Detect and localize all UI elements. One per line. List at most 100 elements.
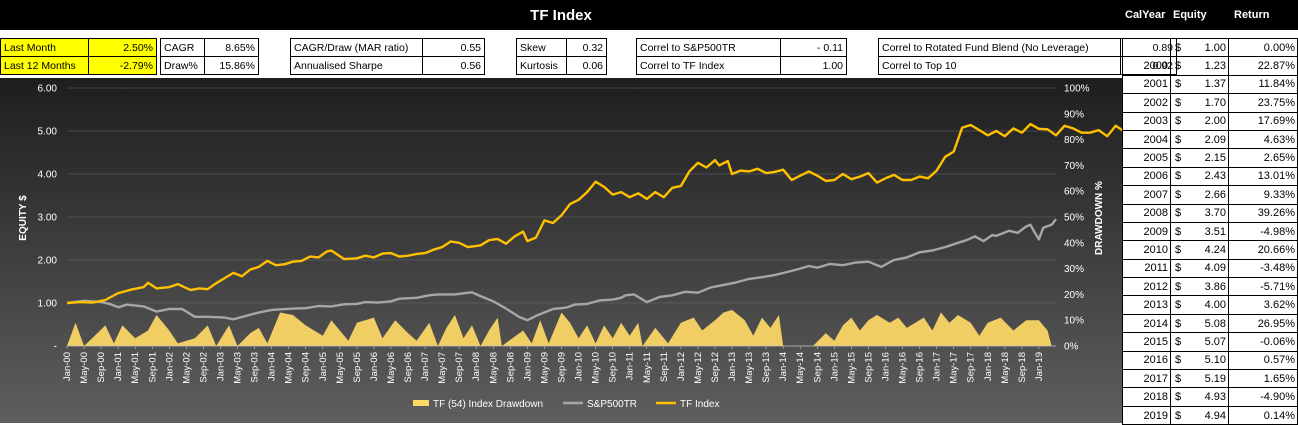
x-tick-label: Jan-14 — [778, 352, 789, 381]
return-cell: 3.62% — [1228, 295, 1298, 315]
yearly-row: 2004 $2.09 4.63% — [1122, 129, 1298, 150]
x-tick-label: Sep-03 — [250, 352, 261, 383]
currency-cell: $ — [1170, 332, 1181, 352]
x-tick-label: Sep-10 — [608, 352, 619, 383]
yearly-row: 2010 $4.24 20.66% — [1122, 240, 1298, 260]
equity-cell: 5.08 — [1180, 313, 1229, 334]
currency-cell: $ — [1170, 148, 1181, 168]
currency-cell: $ — [1170, 37, 1181, 58]
y2-tick-label: 80% — [1064, 135, 1084, 146]
x-tick-label: Sep-05 — [352, 352, 363, 383]
y2-tick-label: 40% — [1064, 238, 1084, 249]
x-tick-label: Sep-00 — [96, 352, 107, 383]
stat-label: CAGR/Draw (MAR ratio) — [290, 38, 423, 57]
legend-label-tf-index: TF Index — [680, 399, 719, 410]
year-cell: 2019 — [1122, 405, 1171, 425]
x-tick-label: May-14 — [795, 352, 806, 384]
stat-value: 8.65% — [204, 38, 259, 57]
x-tick-label: May-18 — [1000, 352, 1011, 384]
yearly-row: 2009 $3.51 -4.98% — [1122, 221, 1298, 242]
x-tick-label: May-03 — [233, 352, 244, 384]
y2-tick-label: 90% — [1064, 109, 1084, 120]
stat-label: Last Month — [0, 38, 89, 57]
y-tick-label: 2.00 — [38, 256, 58, 267]
x-tick-label: Jan-10 — [574, 352, 585, 381]
yearly-row: 2000 $1.23 22.87% — [1122, 56, 1298, 76]
x-tick-label: May-17 — [949, 352, 960, 384]
x-tick-label: Jan-00 — [62, 352, 73, 381]
equity-drawdown-chart: - 1.00 2.00 3.00 4.00 5.00 6.00 0% 10% 20% 30% 40% 5… — [0, 78, 1122, 423]
stat-value: 0.56 — [422, 56, 485, 75]
yearly-panel: CalYear Equity Return $1.00 0.00% 2000 $1.2… — [1122, 0, 1298, 425]
x-tick-label: May-15 — [846, 352, 857, 384]
x-tick-label: Jan-16 — [880, 352, 891, 381]
y-tick-label: - — [54, 342, 57, 353]
header-calyear: CalYear — [1125, 9, 1166, 21]
currency-cell: $ — [1170, 129, 1181, 150]
legend-label-drawdown: TF (54) Index Drawdown — [433, 399, 543, 410]
x-tick-label: Jan-06 — [369, 352, 380, 381]
currency-cell: $ — [1170, 185, 1181, 205]
equity-cell: 5.10 — [1180, 350, 1229, 371]
return-cell: -3.48% — [1228, 258, 1298, 279]
yearly-row: 2018 $4.93 -4.90% — [1122, 387, 1298, 407]
stat-value: 15.86% — [204, 56, 259, 75]
y-tick-label: 4.00 — [38, 170, 58, 181]
return-cell: -4.98% — [1228, 221, 1298, 242]
y2-tick-label: 50% — [1064, 213, 1084, 224]
equity-cell: 2.09 — [1180, 129, 1229, 150]
return-cell: 17.69% — [1228, 111, 1298, 131]
yearly-row: 2019 $4.94 0.14% — [1122, 405, 1298, 425]
year-cell: 2016 — [1122, 350, 1171, 371]
x-tick-label: Sep-15 — [863, 352, 874, 383]
stat-label: Skew — [516, 38, 567, 57]
stat-label: Correl to Top 10 — [878, 56, 1121, 75]
x-tick-label: Jan-17 — [932, 352, 943, 381]
yearly-row: 2007 $2.66 9.33% — [1122, 185, 1298, 205]
stats-row-1: Last Month 2.50% CAGR 8.65% CAGR/Draw (M… — [0, 38, 1177, 57]
x-tick-label: Sep-07 — [454, 352, 465, 383]
stat-label: Last 12 Months — [0, 56, 89, 75]
stat-value: 2.50% — [88, 38, 157, 57]
equity-cell: 1.70 — [1180, 93, 1229, 113]
stat-value: -2.79% — [88, 56, 157, 75]
y2-tick-label: 70% — [1064, 161, 1084, 172]
year-cell: 2005 — [1122, 148, 1171, 168]
currency-cell: $ — [1170, 258, 1181, 279]
yearly-row: 2014 $5.08 26.95% — [1122, 313, 1298, 334]
sp500-line — [66, 218, 1057, 322]
y-tick-label: 1.00 — [38, 299, 58, 310]
x-tick-label: May-05 — [335, 352, 346, 384]
return-cell: 0.00% — [1228, 37, 1298, 58]
y2-tick-label: 20% — [1064, 290, 1084, 301]
x-tick-label: Sep-12 — [710, 352, 721, 383]
x-tick-label: Sep-18 — [1017, 352, 1028, 383]
currency-cell: $ — [1170, 350, 1181, 371]
chart-legend: TF (54) Index Drawdown S&P500TR TF Index — [413, 399, 719, 410]
stat-value: 0.55 — [422, 38, 485, 57]
stats-table: Last Month 2.50% CAGR 8.65% CAGR/Draw (M… — [0, 38, 1177, 75]
currency-cell: $ — [1170, 166, 1181, 187]
year-cell — [1122, 37, 1171, 58]
return-cell: -5.71% — [1228, 277, 1298, 297]
x-tick-label: Sep-13 — [761, 352, 772, 383]
return-cell: 22.87% — [1228, 56, 1298, 76]
return-cell: 2.65% — [1228, 148, 1298, 168]
x-tick-label: May-04 — [284, 352, 295, 384]
currency-cell: $ — [1170, 221, 1181, 242]
year-cell: 2017 — [1122, 369, 1171, 389]
chart-area: - 1.00 2.00 3.00 4.00 5.00 6.00 0% 10% 20% 30% 40% 5… — [0, 78, 1122, 423]
year-cell: 2006 — [1122, 166, 1171, 187]
tf-index-line — [66, 122, 1122, 305]
year-cell: 2012 — [1122, 277, 1171, 297]
return-cell: -0.06% — [1228, 332, 1298, 352]
x-tick-label: May-02 — [181, 352, 192, 384]
yearly-row: 2003 $2.00 17.69% — [1122, 111, 1298, 131]
x-tick-label: Jan-01 — [113, 352, 124, 381]
year-cell: 2000 — [1122, 56, 1171, 76]
currency-cell: $ — [1170, 369, 1181, 389]
y2-tick-label: 100% — [1064, 84, 1090, 95]
yearly-row: 2001 $1.37 11.84% — [1122, 74, 1298, 95]
currency-cell: $ — [1170, 387, 1181, 407]
x-tick-label: Jan-07 — [420, 352, 431, 381]
